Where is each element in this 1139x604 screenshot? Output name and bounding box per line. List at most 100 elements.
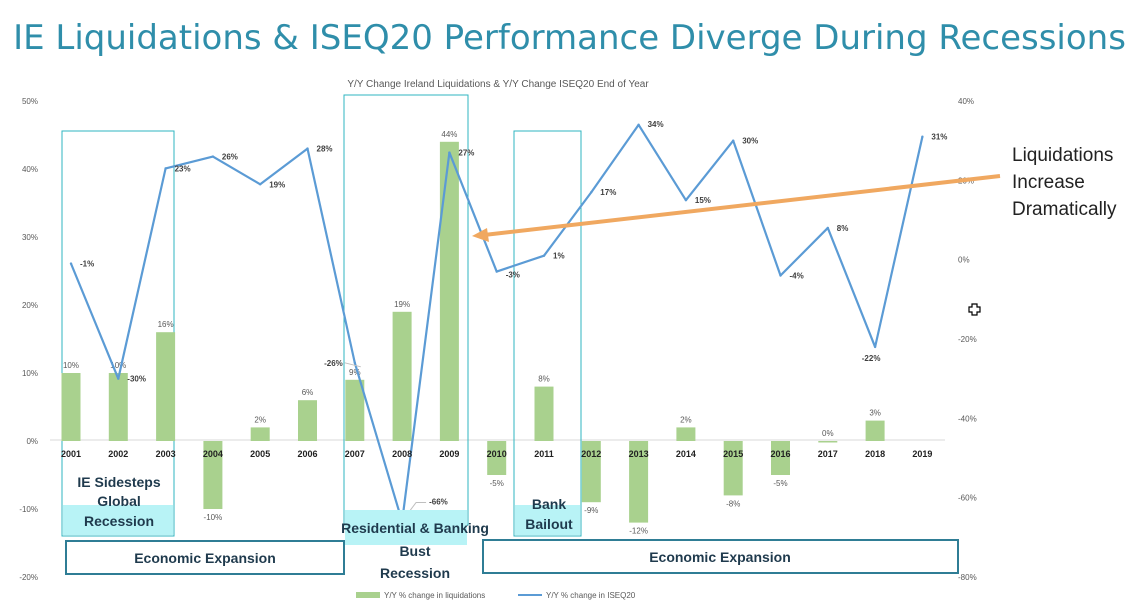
iseq20-point xyxy=(826,226,829,230)
liquidation-bar xyxy=(108,373,128,441)
x-tick-label: 2017 xyxy=(818,449,838,459)
liquidations-note: Liquidations Increase Dramatically xyxy=(1012,145,1117,220)
liquidation-value-label: -5% xyxy=(490,479,504,488)
slide-title: IE Liquidations & ISEQ20 Performance Div… xyxy=(13,18,1126,58)
x-tick-label: 2013 xyxy=(629,449,649,459)
trend-arrow-line xyxy=(483,174,1001,237)
expansion-banner-left: Economic Expansion xyxy=(134,550,276,566)
liquidation-bar xyxy=(581,441,601,503)
right-tick-label: 0% xyxy=(958,256,970,265)
iseq20-point xyxy=(69,262,73,265)
liquidation-value-label: -10% xyxy=(204,513,223,522)
iseq20-point xyxy=(590,191,593,194)
bailout-box-2011 xyxy=(513,130,582,537)
x-tick-label: 2014 xyxy=(676,449,696,459)
liquidation-value-label: 0% xyxy=(822,429,834,438)
box3-caption-shade xyxy=(515,505,580,535)
left-tick-label: 20% xyxy=(22,301,38,310)
left-tick-label: 0% xyxy=(26,437,38,446)
right-tick-label: -40% xyxy=(958,414,977,423)
iseq20-value-label: 17% xyxy=(600,188,616,197)
liquidation-value-label: 6% xyxy=(302,388,314,397)
iseq20-value-label: 27% xyxy=(458,149,474,158)
liquidation-value-label: 10% xyxy=(110,361,126,370)
box2-caption: Residential & Banking Bust Recession xyxy=(341,520,489,581)
x-tick-label: 2019 xyxy=(912,449,932,459)
iseq20-value-label: -30% xyxy=(127,375,146,384)
box1-line3: Recession xyxy=(84,513,154,529)
legend-line-label: Y/Y % change in ISEQ20 xyxy=(546,591,636,600)
iseq20-point xyxy=(637,123,640,127)
left-axis: -20% -10% 0% 10% 20% 30% 40% 50% xyxy=(19,97,38,582)
x-tick-label: 2018 xyxy=(865,449,885,459)
x-tick-label: 2007 xyxy=(345,449,365,459)
x-tick-label: 2003 xyxy=(156,449,176,459)
legend: Y/Y % change in liquidations Y/Y % chang… xyxy=(356,591,636,600)
liquidation-value-label: 3% xyxy=(869,409,881,418)
iseq20-value-label: 19% xyxy=(269,180,285,189)
iseq20-point xyxy=(542,254,546,257)
iseq20-value-label: 26% xyxy=(222,153,238,162)
iseq20-value-label: -22% xyxy=(862,354,881,363)
iseq20-point xyxy=(306,147,309,150)
iseq20-point xyxy=(164,167,167,170)
iseq20-value-label: -66% xyxy=(429,497,448,506)
liquidation-bar xyxy=(487,441,507,475)
liquidation-value-label: -9% xyxy=(584,506,598,515)
left-tick-label: -10% xyxy=(19,505,38,514)
liquidation-bar xyxy=(771,441,790,475)
x-tick-label: 2012 xyxy=(581,449,601,459)
expansion-banner-right-frame xyxy=(482,539,959,574)
x-tick-label: 2005 xyxy=(250,449,270,459)
liquidation-bar xyxy=(298,400,317,441)
x-axis: 2001 2002 2003 2004 2005 2006 2007 2008 2009 2010… xyxy=(61,449,932,459)
iseq20-point xyxy=(211,155,215,158)
liquidation-bar xyxy=(534,386,554,441)
iseq20-value-label: 15% xyxy=(695,196,711,205)
right-tick-label: -80% xyxy=(958,573,977,582)
liquidation-bar xyxy=(156,332,176,441)
box1-caption-shade xyxy=(63,505,173,535)
box1-caption: IE Sidesteps Global Recession xyxy=(77,474,160,529)
iseq20-point xyxy=(448,151,451,154)
right-tick-label: 40% xyxy=(958,97,974,106)
iseq20-point xyxy=(921,135,924,138)
liquidation-bar xyxy=(345,379,365,441)
liquidation-bar xyxy=(250,427,270,441)
iseq20-value-label: 8% xyxy=(837,224,849,233)
x-tick-label: 2010 xyxy=(487,449,507,459)
iseq20-value-label: 30% xyxy=(742,137,758,146)
right-tick-label: -20% xyxy=(958,335,977,344)
iseq20-point xyxy=(873,345,877,349)
box2-line1: Residential & Banking xyxy=(341,520,489,536)
cursor-icon xyxy=(968,303,981,316)
iseq20-point xyxy=(779,274,782,277)
liquidation-value-label: -12% xyxy=(629,527,648,536)
box3-caption: Bank Bailout xyxy=(525,496,573,532)
liquidation-value-label: 2% xyxy=(254,415,266,424)
liquidation-value-label: 2% xyxy=(680,415,692,424)
legend-bar-swatch xyxy=(356,592,380,598)
x-tick-label: 2002 xyxy=(108,449,128,459)
iseq20-value-label: -3% xyxy=(506,271,520,280)
x-tick-label: 2011 xyxy=(534,449,554,459)
left-tick-label: -20% xyxy=(19,573,38,582)
box2-line2: Bust xyxy=(399,543,430,559)
note-line1: Liquidations xyxy=(1012,145,1113,166)
legend-bar-label: Y/Y % change in liquidations xyxy=(384,591,485,600)
iseq20-point xyxy=(495,270,498,273)
note-line2: Increase xyxy=(1012,172,1085,193)
left-tick-label: 40% xyxy=(22,165,38,174)
x-tick-label: 2001 xyxy=(61,449,81,459)
box1-line2: Global xyxy=(97,493,141,509)
box2-line3: Recession xyxy=(380,565,450,581)
iseq20-point xyxy=(353,361,356,364)
liquidations-bars xyxy=(61,141,885,523)
liquidation-value-label: 8% xyxy=(538,375,550,384)
iseq20-value-label: 28% xyxy=(317,145,333,154)
liquidation-value-label: 19% xyxy=(394,300,410,309)
iseq20-point xyxy=(684,198,688,202)
iseq20-value-label: -4% xyxy=(790,272,804,281)
box3-line2: Bailout xyxy=(525,516,573,532)
iseq20-value-label: -1% xyxy=(80,260,94,269)
